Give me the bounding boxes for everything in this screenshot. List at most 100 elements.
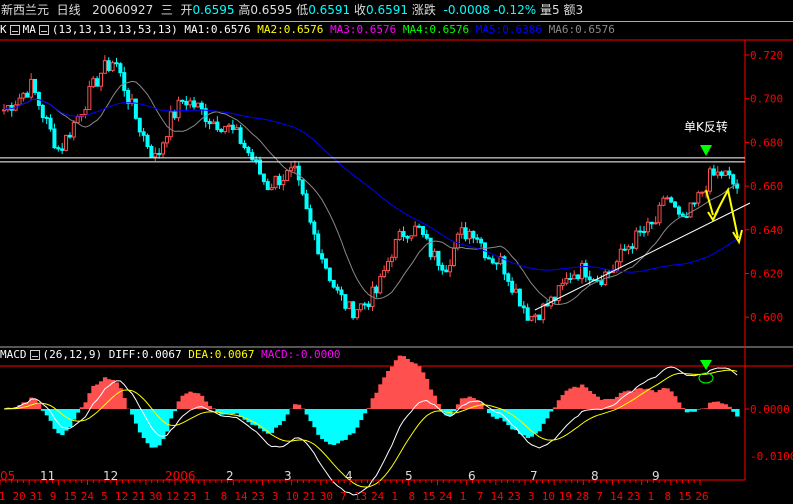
day-label: 14 <box>234 490 248 503</box>
candle-body <box>700 191 705 194</box>
price-tick-label: 0.720 <box>750 49 783 62</box>
candle-body <box>207 120 212 125</box>
day-label: 30 <box>320 490 333 503</box>
day-label: 10 <box>286 490 299 503</box>
candle-body <box>226 124 231 127</box>
candle-body <box>98 72 103 87</box>
macd-bar <box>607 398 612 409</box>
candle-body <box>448 265 453 273</box>
candle-body <box>440 264 445 271</box>
macd-bar <box>436 403 441 409</box>
candle-body <box>494 262 499 265</box>
open-label: 开 <box>180 3 193 17</box>
macd-bar <box>370 398 375 409</box>
candle-body <box>688 202 693 218</box>
candle-body <box>479 238 484 244</box>
macd-bar <box>219 409 224 415</box>
macd-bar <box>114 382 119 409</box>
ma-toggle[interactable] <box>38 25 49 35</box>
header-divider <box>0 21 793 22</box>
macd-bar <box>130 409 135 415</box>
day-label: 14 <box>490 490 504 503</box>
day-label: 1 <box>0 490 5 503</box>
candle-body <box>514 288 519 293</box>
candle-body <box>292 165 297 169</box>
dea-line <box>3 369 738 488</box>
candle-body <box>649 221 654 225</box>
candle-body <box>242 142 247 149</box>
candle-body <box>149 145 154 158</box>
period[interactable]: 日线 <box>56 3 81 17</box>
candle-body <box>506 273 511 282</box>
candle-body <box>164 136 169 144</box>
candle-body <box>281 180 286 186</box>
ma1-value: MA1:0.6576 <box>184 23 251 36</box>
day-label: 21 <box>303 490 316 503</box>
day-label: 1 <box>647 490 654 503</box>
macd-tick-label: 0.0000 <box>750 403 790 416</box>
macd-bar <box>68 409 73 428</box>
day-label: 1 <box>460 490 467 503</box>
candle-body <box>405 235 410 239</box>
macd-bar <box>719 403 725 409</box>
day-label: 5 <box>101 490 108 503</box>
macd-bar <box>118 388 123 409</box>
candle-body <box>409 235 414 239</box>
macd-bar <box>192 392 197 409</box>
macd-bar <box>548 409 554 412</box>
macd-bar <box>552 407 558 409</box>
day-label: 7 <box>477 490 484 503</box>
macd-bar <box>708 402 713 409</box>
macd-bar <box>188 391 193 409</box>
candle-body <box>180 99 185 102</box>
date: 20060927 <box>92 3 154 17</box>
candle-body <box>354 309 359 319</box>
candle-body <box>114 62 119 65</box>
candle-body <box>106 60 111 71</box>
day-label: 14 <box>610 490 624 503</box>
macd-bar <box>432 395 438 409</box>
macd-bar <box>327 409 333 445</box>
macd-bar <box>153 409 158 448</box>
month-label: 8 <box>591 469 599 483</box>
day-label: 31 <box>30 490 43 503</box>
candle-body <box>459 227 464 235</box>
day-label: 21 <box>132 490 145 503</box>
macd-bar <box>642 389 647 409</box>
month-label: 5 <box>405 469 413 483</box>
volume: 量5 <box>539 3 560 17</box>
candle-body <box>176 99 181 119</box>
price-tick-label: 0.700 <box>750 93 783 106</box>
macd-bar <box>199 395 205 409</box>
macd-bar <box>331 409 337 446</box>
candle-body <box>665 197 670 200</box>
macd-bar <box>525 409 531 438</box>
macd-bar <box>514 409 519 431</box>
weekday: 三 <box>160 3 173 17</box>
candle-body <box>673 201 678 208</box>
k-toggle[interactable] <box>9 25 20 35</box>
day-label: 8 <box>665 490 672 503</box>
candle-body <box>634 230 639 249</box>
macd-bar <box>653 392 659 409</box>
candle-body <box>393 238 398 258</box>
macd-bar <box>413 363 418 409</box>
candle-body <box>71 122 76 138</box>
candle-body <box>432 250 437 258</box>
macd-bar <box>490 409 496 417</box>
candle-body <box>382 270 387 278</box>
candle-body <box>389 256 394 263</box>
macd-bar <box>355 409 360 428</box>
macd-toggle[interactable] <box>29 350 40 360</box>
candle-body <box>308 208 313 223</box>
macd-bar <box>545 409 550 419</box>
candle-body <box>711 168 716 176</box>
candle-body <box>29 78 34 98</box>
instrument-name: 新西兰元 <box>1 3 50 17</box>
candle-body <box>560 282 565 287</box>
candle-body <box>661 197 666 206</box>
macd-bar <box>56 409 61 434</box>
day-label: 20 <box>12 490 25 503</box>
macd-bar <box>475 399 480 409</box>
